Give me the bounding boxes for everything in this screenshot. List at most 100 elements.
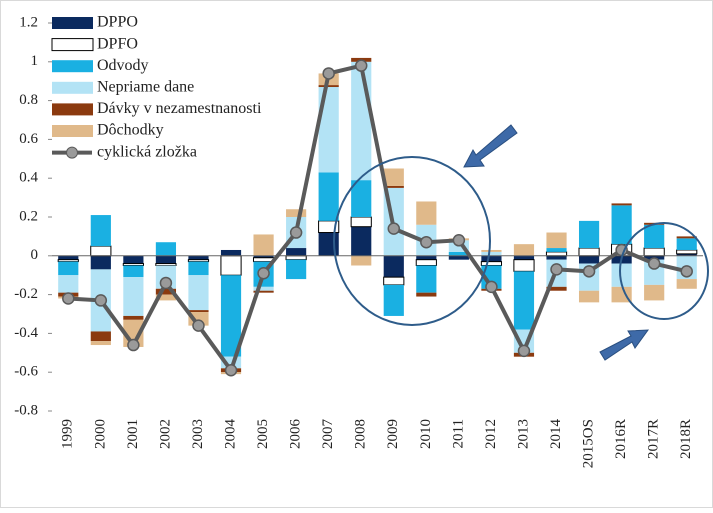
bar-segment: [513, 271, 535, 330]
x-tick-label: 2018R: [678, 419, 694, 459]
x-tick-label: 2004: [222, 419, 238, 450]
bar-segment: [351, 61, 372, 181]
bar-segment: [480, 261, 503, 266]
legend-label: cyklická zložka: [97, 143, 197, 160]
y-tick-label: 0.8: [19, 92, 38, 108]
y-tick-label: -0.8: [14, 402, 38, 418]
y-tick-label: 0.4: [19, 170, 38, 186]
line-marker: [582, 265, 596, 278]
line-marker: [62, 292, 75, 305]
bar-segment: [188, 310, 209, 313]
line-marker: [257, 267, 270, 280]
bar-segment: [253, 290, 274, 293]
bar-segment: [155, 255, 177, 264]
bar-segment: [58, 255, 79, 260]
bar-segment: [155, 242, 177, 256]
legend-label: Dávky v nezamestnanosti: [97, 100, 262, 117]
x-tick-label: 2000: [92, 419, 108, 449]
y-tick-label: -0.2: [14, 286, 38, 302]
bar-segment: [220, 255, 242, 276]
x-tick-label: 2008: [353, 419, 369, 449]
bar-segment: [546, 248, 567, 252]
bar-segment: [676, 249, 698, 255]
x-tick-label: 2015OS: [581, 419, 597, 468]
bar-segment: [611, 203, 632, 206]
bar-segment: [220, 275, 242, 357]
line-marker: [452, 234, 466, 247]
bar-segment: [220, 356, 242, 369]
legend-swatch: [52, 81, 93, 94]
x-tick-label: 2010: [418, 419, 434, 449]
highlight-circle: [619, 222, 709, 320]
bar-segment: [481, 255, 502, 262]
bar-segment: [416, 201, 437, 225]
bar-segment: [546, 232, 567, 249]
line-marker: [517, 344, 531, 358]
legend-marker: [66, 146, 78, 159]
bar-segment: [123, 265, 144, 278]
x-tick-label: 2001: [125, 419, 141, 449]
x-tick-label: 1999: [60, 419, 76, 449]
bar-segment: [286, 259, 307, 280]
line-marker: [680, 265, 693, 278]
line-marker: [289, 226, 303, 239]
legend-swatch: [51, 38, 94, 52]
bar-segment: [122, 263, 144, 266]
bar-segment: [578, 255, 600, 264]
bar-segment: [351, 255, 372, 266]
bar-segment: [578, 247, 600, 257]
bar-segment: [188, 255, 209, 260]
bar-segment: [383, 255, 404, 278]
line-marker: [192, 319, 205, 332]
bar-segment: [644, 224, 665, 249]
bar-segment: [513, 255, 535, 260]
y-tick-label: -0.6: [14, 364, 38, 380]
x-tick-label: 2006: [288, 419, 304, 450]
y-tick-label: 0: [31, 247, 39, 263]
bar-segment: [676, 253, 697, 256]
x-tick-label: 2016R: [613, 419, 629, 459]
line-marker: [387, 222, 401, 235]
y-tick-label: -0.4: [14, 325, 38, 341]
legend-swatch: [52, 60, 93, 73]
x-tick-label: 2011: [450, 419, 466, 448]
bar-segment: [90, 331, 111, 342]
bar-segment: [578, 290, 600, 303]
legend-swatch: [52, 103, 93, 116]
bar-segment: [351, 226, 372, 256]
bar-segment: [644, 284, 665, 301]
bar-segment: [546, 286, 567, 291]
bar-segment: [90, 341, 111, 346]
bar-segment: [415, 259, 437, 266]
line-marker: [647, 257, 661, 270]
bar-segment: [578, 220, 600, 249]
line-marker: [94, 294, 108, 307]
line-marker: [354, 59, 368, 72]
bar-segment: [90, 215, 111, 247]
bar-segment: [253, 234, 274, 256]
bar-segment: [155, 288, 177, 295]
bar-segment: [676, 238, 697, 250]
bar-segment: [188, 261, 209, 276]
bar-segment: [448, 251, 469, 256]
x-tick-label: 2003: [190, 419, 206, 449]
bar-segment: [481, 251, 502, 256]
bar-segment: [155, 263, 177, 266]
legend-swatch: [52, 17, 93, 29]
bar-segment: [416, 265, 437, 293]
bar-segment: [383, 276, 405, 286]
x-tick-label: 2013: [515, 419, 531, 449]
bar-segment: [253, 286, 274, 291]
bar-segment: [285, 255, 307, 261]
bar-segment: [643, 247, 665, 257]
marks: -0.8 -0.6 -0.4 -0.2 0 0.2 0.4 0.6 0.8 1 1.2 1999 200…: [14, 14, 703, 468]
legend-label: Odvody: [97, 57, 149, 74]
bar-segment: [383, 185, 404, 188]
x-tick-label: 2012: [483, 419, 499, 449]
legend-label: DPFO: [97, 35, 138, 52]
bar-segment: [57, 259, 79, 263]
bar-segment: [90, 245, 112, 257]
bar-segment: [253, 255, 274, 258]
